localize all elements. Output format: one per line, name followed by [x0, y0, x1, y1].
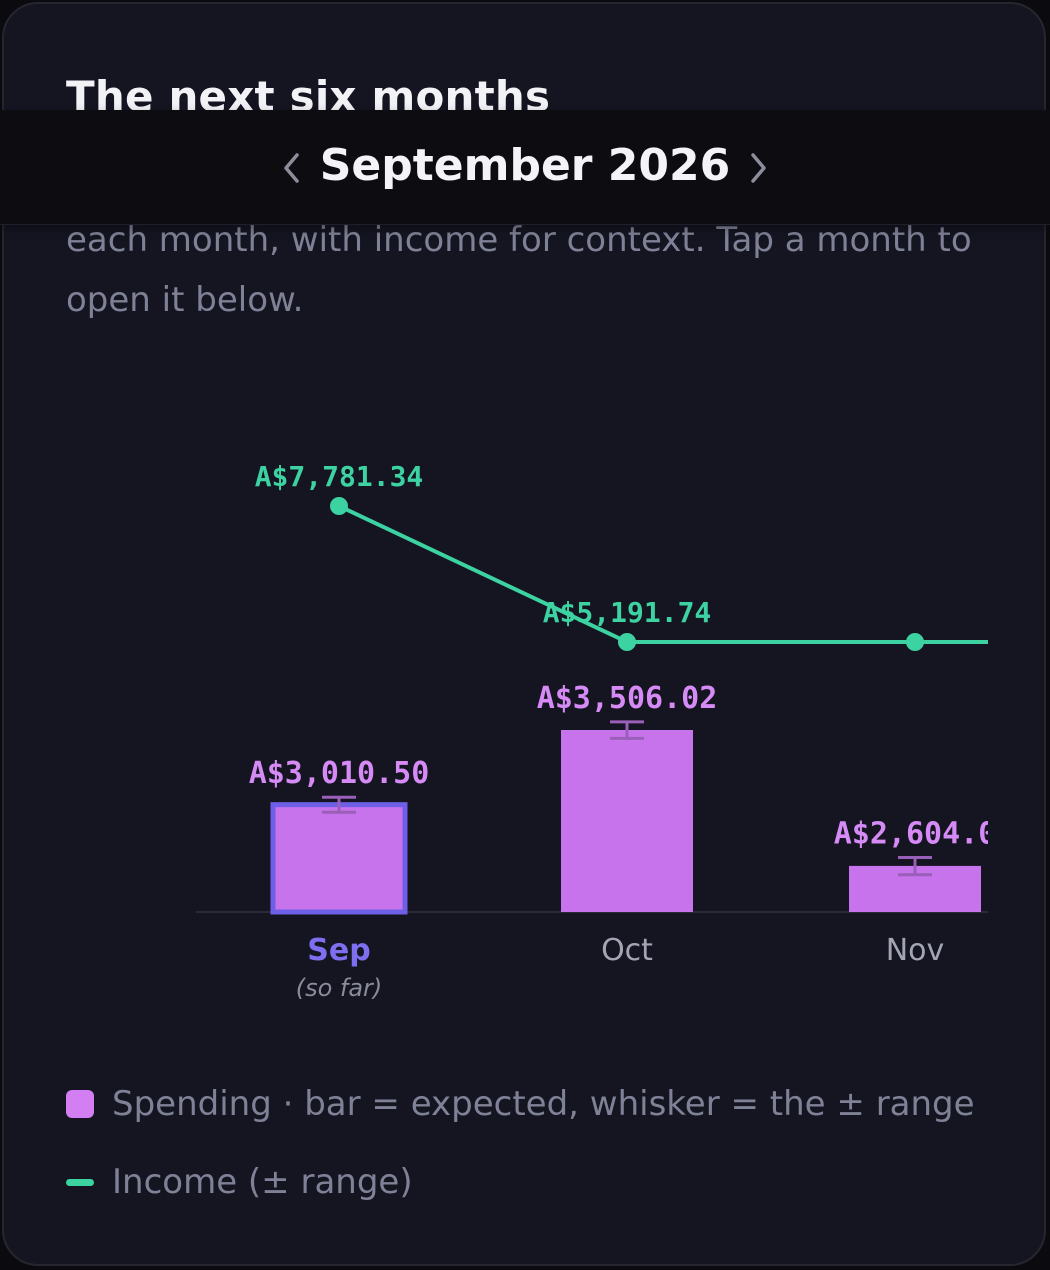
- month-label: September 2026: [319, 140, 731, 191]
- spending-bar-nov[interactable]: [849, 865, 981, 912]
- legend-spending-swatch: [66, 1090, 94, 1118]
- legend-income-label: Income (± range): [112, 1162, 413, 1202]
- prev-month-button[interactable]: [272, 146, 312, 190]
- legend-spending-label: Spending · bar = expected, whisker = the…: [112, 1084, 975, 1124]
- chevron-left-icon: [284, 153, 299, 183]
- next-month-button[interactable]: [738, 146, 778, 190]
- month-header: September 2026: [0, 110, 1050, 225]
- card-description: each month, with income for context. Tap…: [66, 220, 972, 320]
- spending-bar-sep[interactable]: [270, 802, 408, 915]
- legend-income-swatch: [66, 1178, 94, 1186]
- spending-bar-oct[interactable]: [561, 729, 693, 912]
- legend-spending: Spending · bar = expected, whisker = the…: [66, 1084, 975, 1124]
- legend-income: Income (± range): [66, 1162, 413, 1202]
- chevron-right-icon: [751, 153, 766, 183]
